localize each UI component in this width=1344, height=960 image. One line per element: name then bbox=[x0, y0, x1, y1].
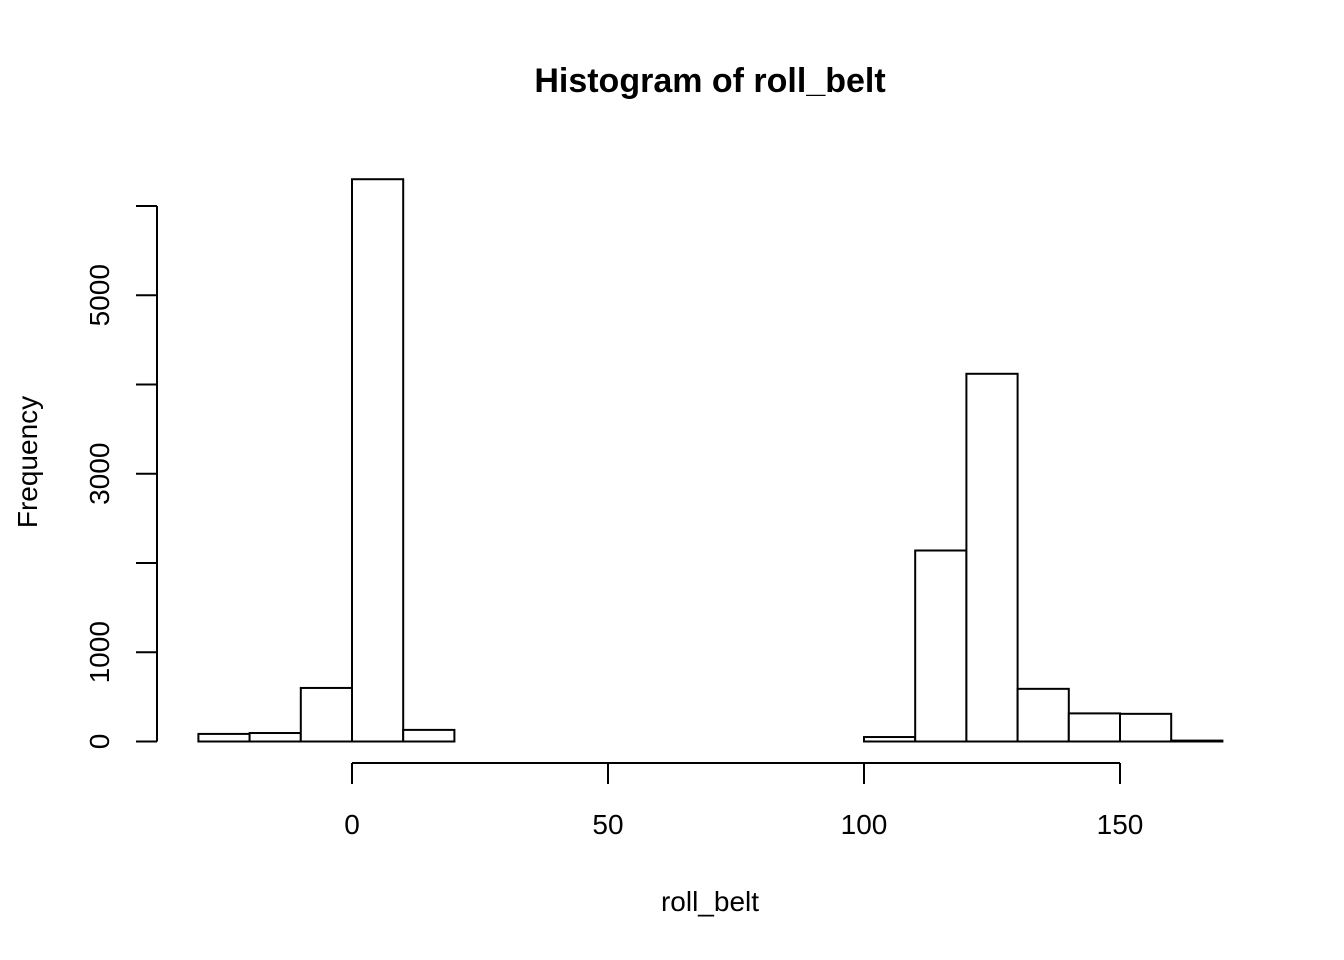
chart-title: Histogram of roll_belt bbox=[534, 62, 885, 100]
histogram-bar-0 bbox=[197, 732, 251, 743]
histogram-bar-15 bbox=[965, 372, 1019, 743]
x-tick-label: 50 bbox=[592, 809, 623, 840]
y-tick-label: 3000 bbox=[84, 443, 115, 505]
histogram-bar-4 bbox=[402, 728, 456, 743]
x-axis: 0 50 100 150 bbox=[344, 762, 1144, 840]
y-tick-label: 5000 bbox=[84, 264, 115, 326]
x-tick-label: 0 bbox=[344, 809, 360, 840]
histogram-bar-19 bbox=[1170, 739, 1224, 743]
y-tick-label: 1000 bbox=[84, 621, 115, 683]
histogram-bar-18 bbox=[1119, 712, 1173, 743]
y-axis-label: Frequency bbox=[12, 396, 43, 528]
histogram-bar-13 bbox=[863, 736, 917, 743]
y-tick-label: 0 bbox=[84, 734, 115, 750]
x-axis-label: roll_belt bbox=[661, 886, 759, 917]
histogram-bar-17 bbox=[1067, 712, 1122, 743]
histogram-bar-1 bbox=[248, 732, 302, 743]
x-tick-label: 150 bbox=[1097, 809, 1144, 840]
histogram-bar-14 bbox=[914, 549, 968, 743]
histogram-bar-2 bbox=[299, 686, 353, 743]
bars-group bbox=[197, 178, 1224, 743]
histogram-bar-3 bbox=[351, 178, 405, 743]
histogram-bar-16 bbox=[1016, 687, 1070, 743]
x-tick-label: 100 bbox=[841, 809, 888, 840]
y-axis: 0 1000 3000 5000 bbox=[84, 205, 158, 750]
